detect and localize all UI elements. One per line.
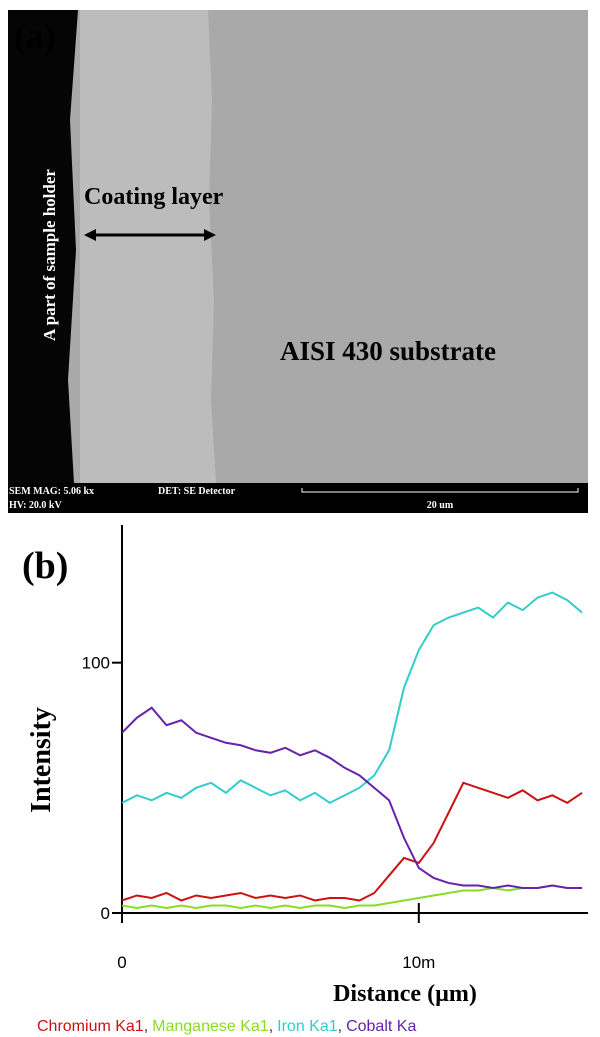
x-tick-label: 0	[117, 953, 126, 972]
series-line	[121, 781, 583, 902]
holder-label: A part of sample holder	[40, 169, 59, 341]
panel-label: (a)	[14, 16, 56, 56]
substrate-label: AISI 430 substrate	[280, 336, 496, 366]
series-line	[121, 706, 583, 889]
x-axis-label: Distance (µm)	[333, 981, 477, 1007]
sem-image: (a) A part of sample holder Coating laye…	[8, 10, 588, 513]
scale-label: 20 um	[427, 500, 454, 511]
holder-region	[8, 10, 78, 483]
line-chart: (b) Intensity Distance (µm) 0 100 0 10m Chromiu…	[22, 525, 588, 1035]
mag-info: SEM MAG: 5.06 kx	[9, 486, 94, 497]
y-tick-label: 0	[101, 904, 110, 923]
panel-label: (b)	[22, 545, 68, 587]
info-bar	[8, 483, 588, 513]
scale-bar	[301, 488, 579, 493]
legend-separator: ,	[269, 1018, 273, 1035]
series-line	[121, 591, 583, 805]
y-axis-label: Intensity	[26, 707, 57, 813]
legend-separator: ,	[338, 1018, 342, 1035]
hv-info: HV: 20.0 kV	[9, 500, 62, 511]
legend-entry: Manganese Ka1	[152, 1018, 269, 1035]
legend-separator: ,	[144, 1018, 148, 1035]
legend-entry: Cobalt Ka	[346, 1018, 416, 1035]
coating-region	[80, 10, 216, 483]
series-line	[121, 884, 583, 910]
det-info: DET: SE Detector	[158, 486, 236, 497]
coating-label: Coating layer	[84, 184, 224, 210]
y-tick-label: 100	[82, 654, 110, 673]
legend: Chromium Ka1, Manganese Ka1, Iron Ka1, Coba…	[37, 1018, 416, 1035]
x-tick-label: 10m	[402, 953, 435, 972]
legend-entry: Iron Ka1	[277, 1018, 338, 1035]
legend-entry: Chromium Ka1	[37, 1018, 144, 1035]
